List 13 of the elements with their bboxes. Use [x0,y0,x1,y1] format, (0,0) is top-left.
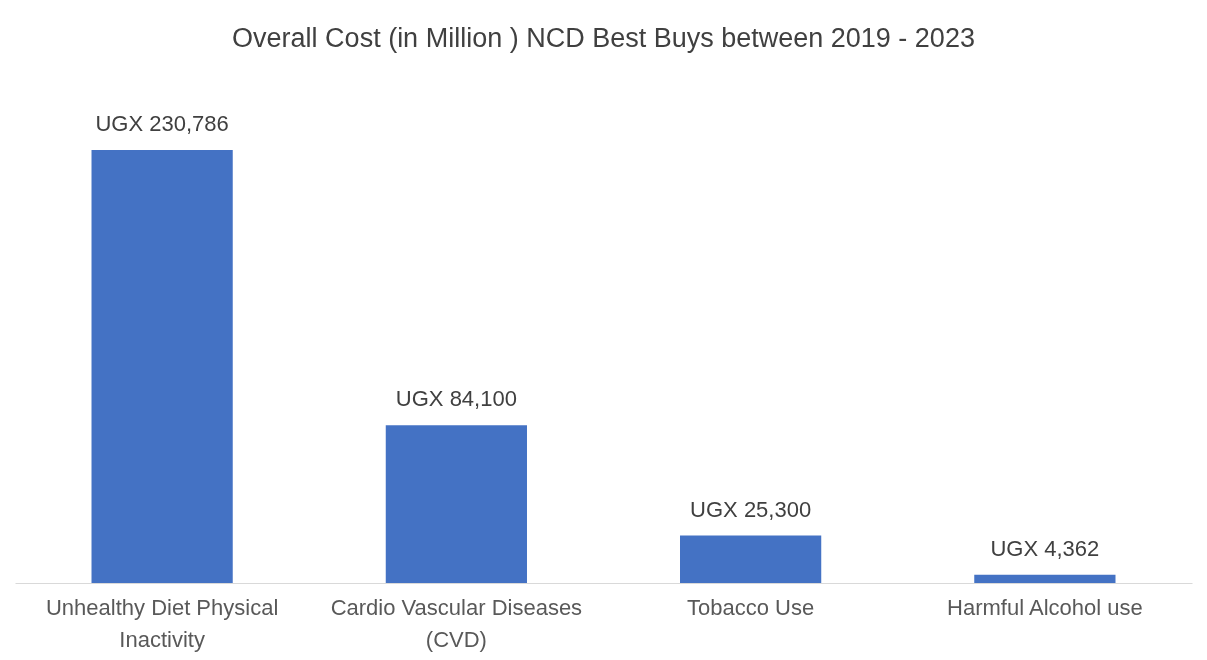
bar [680,535,822,583]
data-label: UGX 25,300 [690,496,812,522]
bar [974,574,1116,583]
bar [91,150,233,583]
x-tick-label: Tobacco Use [687,594,815,620]
bar [385,425,527,583]
data-label: UGX 84,100 [395,386,517,412]
data-label: UGX 230,786 [95,111,229,136]
chart-title: Overall Cost (in Million ) NCD Best Buys between 2019 - 2023 [232,23,975,53]
x-tick-label: Unhealthy Diet Physical Inactivity [45,594,279,652]
x-tick-label: Cardio Vascular Diseases (CVD) [330,594,583,652]
x-tick-label: Harmful Alcohol use [947,594,1143,620]
data-label: UGX 4,362 [990,535,1100,561]
